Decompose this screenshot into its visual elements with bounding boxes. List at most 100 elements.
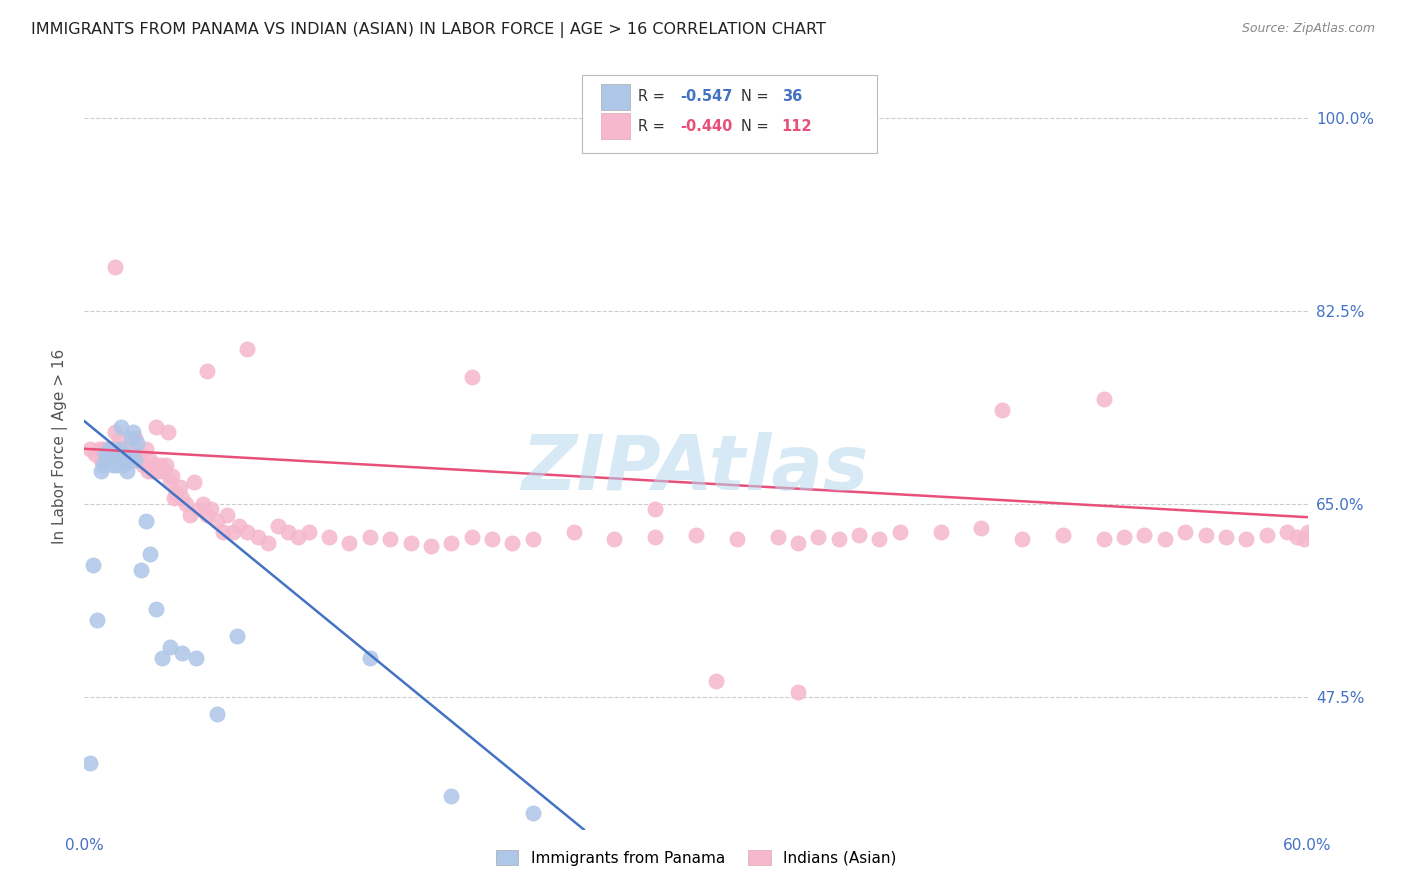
- Point: [766, 530, 789, 544]
- Point: [105, 442, 128, 456]
- Point: [120, 452, 142, 467]
- Point: [90, 464, 112, 478]
- Point: [91, 458, 114, 473]
- Point: [1296, 524, 1319, 539]
- Point: [142, 458, 165, 473]
- Point: [1154, 533, 1177, 547]
- Point: [118, 447, 141, 461]
- Point: [135, 442, 157, 456]
- Point: [399, 535, 422, 549]
- Point: [828, 533, 851, 547]
- Point: [481, 533, 503, 547]
- Point: [79, 442, 101, 456]
- Point: [298, 524, 321, 539]
- Point: [104, 260, 127, 274]
- Point: [1195, 528, 1218, 542]
- Point: [725, 533, 748, 547]
- Point: [359, 651, 381, 665]
- Point: [131, 563, 153, 577]
- Text: -0.547: -0.547: [681, 89, 733, 104]
- Point: [1011, 533, 1033, 547]
- Point: [87, 442, 110, 456]
- Point: [267, 519, 290, 533]
- Point: [644, 502, 666, 516]
- Point: [153, 464, 176, 478]
- Text: 112: 112: [782, 119, 813, 134]
- Point: [91, 442, 114, 456]
- FancyBboxPatch shape: [582, 76, 877, 153]
- Text: IMMIGRANTS FROM PANAMA VS INDIAN (ASIAN) IN LABOR FORCE | AGE > 16 CORRELATION C: IMMIGRANTS FROM PANAMA VS INDIAN (ASIAN)…: [31, 22, 825, 38]
- Point: [1092, 392, 1115, 406]
- Point: [522, 533, 544, 547]
- Point: [1277, 524, 1299, 539]
- Point: [79, 756, 101, 771]
- Point: [848, 528, 870, 542]
- Point: [82, 558, 104, 572]
- Point: [186, 651, 208, 665]
- Y-axis label: In Labor Force | Age > 16: In Labor Force | Age > 16: [52, 349, 69, 543]
- Point: [101, 458, 124, 473]
- Text: 36: 36: [782, 89, 801, 104]
- Point: [156, 425, 179, 440]
- Point: [1215, 530, 1237, 544]
- Point: [86, 613, 108, 627]
- Point: [1236, 533, 1258, 547]
- Point: [359, 530, 381, 544]
- Point: [277, 524, 299, 539]
- Point: [228, 519, 250, 533]
- Point: [122, 425, 145, 440]
- Point: [159, 475, 181, 489]
- FancyBboxPatch shape: [600, 84, 630, 110]
- Text: R =: R =: [638, 119, 671, 134]
- Point: [246, 530, 269, 544]
- Point: [110, 419, 132, 434]
- Point: [685, 528, 707, 542]
- Point: [287, 530, 309, 544]
- Point: [122, 447, 145, 461]
- Point: [380, 533, 402, 547]
- Point: [1092, 533, 1115, 547]
- Point: [1256, 528, 1278, 542]
- Point: [562, 524, 585, 539]
- Point: [101, 447, 124, 461]
- Point: [318, 530, 340, 544]
- Point: [138, 547, 160, 561]
- Text: -0.440: -0.440: [681, 119, 733, 134]
- Point: [205, 706, 228, 721]
- Point: [150, 464, 173, 478]
- Point: [100, 447, 122, 461]
- Point: [124, 452, 146, 467]
- Point: [1052, 528, 1074, 542]
- Point: [257, 535, 280, 549]
- Point: [159, 640, 181, 655]
- Text: N =: N =: [741, 119, 773, 134]
- Point: [1174, 524, 1197, 539]
- Point: [165, 486, 187, 500]
- Point: [440, 789, 463, 804]
- Point: [120, 431, 142, 445]
- Point: [172, 646, 194, 660]
- Point: [1286, 530, 1309, 544]
- Point: [149, 458, 172, 473]
- Point: [502, 535, 524, 549]
- Point: [114, 452, 136, 467]
- Point: [141, 464, 163, 478]
- Point: [236, 524, 259, 539]
- Point: [1133, 528, 1156, 542]
- FancyBboxPatch shape: [600, 113, 630, 139]
- Point: [929, 524, 952, 539]
- Point: [889, 524, 911, 539]
- Point: [222, 524, 245, 539]
- Point: [191, 497, 214, 511]
- Legend: Immigrants from Panama, Indians (Asian): Immigrants from Panama, Indians (Asian): [489, 844, 903, 871]
- Point: [461, 370, 484, 384]
- Text: ZIPAtlas: ZIPAtlas: [522, 432, 870, 506]
- Point: [112, 458, 135, 473]
- Point: [420, 539, 443, 553]
- Point: [991, 403, 1014, 417]
- Point: [127, 436, 149, 450]
- Point: [146, 464, 169, 478]
- Point: [461, 530, 484, 544]
- Text: R =: R =: [638, 89, 671, 104]
- Point: [132, 458, 155, 473]
